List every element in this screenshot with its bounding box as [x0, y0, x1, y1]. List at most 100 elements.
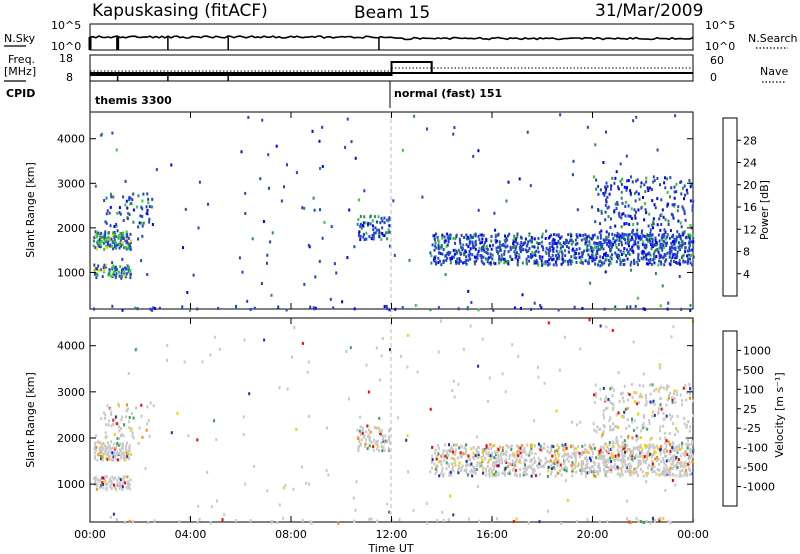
scatter-point — [115, 457, 118, 461]
scatter-point — [686, 254, 689, 258]
scatter-point — [509, 245, 512, 249]
scatter-point — [307, 360, 310, 364]
scatter-point — [631, 457, 634, 461]
scatter-point — [381, 437, 384, 441]
scatter-point — [624, 205, 627, 208]
scatter-point — [526, 262, 528, 266]
scatter-point — [620, 196, 623, 200]
scatter-point — [586, 235, 589, 239]
scatter-point — [146, 192, 149, 196]
scatter-point — [582, 462, 585, 466]
scatter-point — [654, 272, 657, 275]
scatter-point — [497, 449, 500, 453]
scatter-point — [546, 449, 549, 453]
scatter-point — [109, 515, 112, 519]
scatter-point — [629, 462, 632, 466]
scatter-point — [667, 219, 670, 223]
scatter-point — [388, 216, 391, 220]
scatter-point — [362, 235, 365, 239]
scatter-point — [684, 383, 687, 387]
scatter-point — [531, 467, 534, 471]
scatter-point — [661, 284, 664, 288]
scatter-point — [141, 435, 144, 439]
scatter-point — [686, 261, 689, 265]
scatter-point — [659, 304, 662, 308]
scatter-point — [527, 521, 530, 525]
scatter-point — [659, 429, 661, 433]
scatter-point — [103, 247, 106, 251]
scatter-point — [155, 168, 158, 172]
scatter-point — [476, 254, 479, 258]
scatter-point — [108, 231, 110, 235]
scatter-point — [132, 192, 135, 196]
scatter-point — [372, 445, 375, 449]
scatter-point — [617, 371, 620, 374]
scatter-point — [599, 388, 602, 391]
scatter-point — [120, 232, 123, 235]
scatter-point — [605, 230, 608, 234]
scatter-point — [488, 469, 491, 472]
scatter-point — [625, 444, 628, 448]
scatter-point — [527, 255, 530, 259]
scatter-point — [554, 453, 556, 457]
scatter-point — [125, 486, 128, 490]
scatter-point — [643, 234, 646, 238]
scatter-point — [593, 428, 596, 432]
scatter-point — [619, 259, 622, 263]
scatter-point — [643, 255, 645, 259]
scatter-point — [667, 519, 670, 523]
scatter-point — [551, 245, 554, 248]
scatter-point — [690, 448, 693, 452]
scatter-point — [650, 263, 653, 266]
scatter-point — [437, 350, 440, 354]
scatter-point — [519, 474, 521, 478]
scatter-point — [429, 251, 432, 255]
scatter-point — [105, 212, 108, 216]
scatter-point — [123, 475, 126, 479]
scatter-point — [456, 456, 459, 460]
y-tick-label: 2000 — [57, 222, 85, 235]
scatter-point — [615, 438, 618, 442]
scatter-point — [283, 185, 285, 189]
scatter-point — [372, 235, 375, 239]
scatter-point — [327, 473, 330, 477]
scatter-point — [647, 262, 650, 266]
scatter-point — [311, 129, 314, 133]
scatter-point — [102, 270, 105, 274]
scatter-point — [642, 250, 645, 254]
scatter-point — [457, 307, 460, 311]
scatter-point — [675, 253, 678, 257]
scatter-point — [567, 246, 570, 250]
scatter-point — [611, 386, 614, 390]
scatter-point — [664, 454, 666, 458]
scatter-point — [687, 260, 689, 264]
scatter-point — [552, 257, 555, 261]
scatter-point — [645, 180, 648, 184]
scatter-point — [406, 333, 409, 337]
scatter-point — [598, 241, 601, 245]
scatter-point — [442, 259, 445, 263]
scatter-point — [474, 234, 477, 238]
scatter-point — [642, 196, 644, 199]
scatter-point — [633, 400, 636, 404]
scatter-point — [573, 249, 576, 253]
scatter-point — [353, 307, 356, 311]
scatter-point — [438, 460, 441, 464]
scatter-point — [613, 458, 616, 462]
scatter-point — [639, 445, 642, 448]
scatter-point — [522, 241, 525, 245]
scatter-point — [610, 245, 613, 249]
scatter-point — [620, 183, 623, 186]
scatter-point — [94, 478, 97, 482]
scatter-point — [614, 224, 617, 228]
scatter-point — [201, 360, 204, 364]
scatter-point — [460, 245, 463, 249]
scatter-point — [656, 455, 658, 459]
scatter-point — [442, 519, 445, 522]
scatter-point — [671, 400, 674, 404]
scatter-point — [678, 275, 681, 278]
scatter-point — [117, 234, 120, 238]
scatter-point — [127, 270, 130, 274]
scatter-point — [119, 456, 122, 460]
scatter-point — [692, 199, 695, 203]
